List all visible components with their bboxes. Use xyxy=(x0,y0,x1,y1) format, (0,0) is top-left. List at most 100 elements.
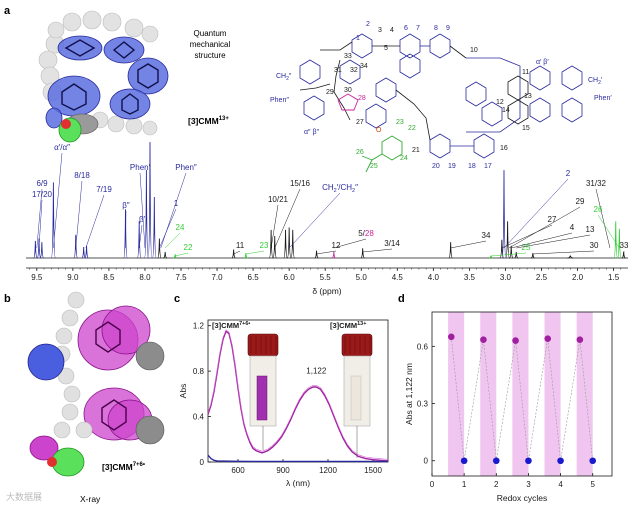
svg-text:5: 5 xyxy=(384,45,388,52)
nmr-leader-line xyxy=(333,238,367,249)
uv-y-tick-label: 0 xyxy=(200,458,205,467)
nmr-peak-label: 30 xyxy=(590,241,599,250)
svg-text:α′ β′: α′ β′ xyxy=(536,59,549,66)
nmr-peak xyxy=(136,221,142,259)
nmr-peak-label: 1 xyxy=(174,199,179,208)
nmr-x-tick-label: 5.0 xyxy=(356,273,368,282)
redox-x-tick-label: 2 xyxy=(494,480,499,489)
uv-x-axis-label: λ (nm) xyxy=(286,478,310,488)
redox-point-oxidized xyxy=(589,457,597,465)
nmr-peak xyxy=(448,242,453,259)
nmr-peak-label: 4 xyxy=(570,223,575,232)
nmr-peak-label: Phen′ xyxy=(130,163,151,172)
nmr-leader-line xyxy=(139,172,146,249)
nmr-peak xyxy=(84,245,89,259)
nmr-peak-label: α′/α″ xyxy=(54,143,70,152)
svg-text:20: 20 xyxy=(432,163,440,170)
nmr-peak-label: 29 xyxy=(576,197,585,206)
nmr-peak xyxy=(360,248,365,259)
nmr-x-tick-label: 9.0 xyxy=(67,273,79,282)
redox-point-reduced xyxy=(512,337,519,344)
uv-x-tick-label: 1500 xyxy=(364,466,382,475)
redox-x-tick-label: 4 xyxy=(558,480,563,489)
nmr-peak xyxy=(81,247,86,259)
panel-label-b: b xyxy=(4,293,11,305)
redox-y-tick-label: 0.6 xyxy=(417,342,429,351)
nmr-leader-line xyxy=(316,250,337,255)
nmr-leader-line xyxy=(53,152,63,249)
panel-label-a: a xyxy=(4,5,11,17)
nmr-leader-line xyxy=(75,180,83,249)
nmr-x-tick-label: 3.5 xyxy=(464,273,476,282)
nmr-peak xyxy=(50,182,56,259)
svg-text:6: 6 xyxy=(404,25,408,32)
svg-text:16: 16 xyxy=(500,145,508,152)
nmr-peak-label: 25 xyxy=(522,243,531,252)
svg-text:α″ β″: α″ β″ xyxy=(304,129,319,136)
svg-text:23: 23 xyxy=(396,119,404,126)
redox-y-axis-label: Abs at 1,122 nm xyxy=(404,363,414,425)
uv-x-tick-label: 600 xyxy=(231,466,245,475)
redox-point-reduced xyxy=(576,336,584,343)
nmr-leader-line xyxy=(288,192,341,249)
xray-structure-model: b [3]CMM7+6• X-ray 大数据展 xyxy=(4,291,165,504)
vial-cap xyxy=(247,333,279,357)
nmr-leader-line xyxy=(362,248,393,253)
nmr-peak-label: β′ xyxy=(139,215,146,224)
nmr-spectrum: 9.5 9.0 8.5 8.0 7.5 7.0 6.5 6.0 5.5 5.0 4.5 4.0 3.5 3… xyxy=(26,142,629,296)
nmr-peak-label: 3/14 xyxy=(384,239,400,248)
redox-point-reduced xyxy=(544,335,552,342)
nmr-leader-line xyxy=(164,232,181,249)
nmr-x-tick-label: 4.5 xyxy=(392,273,404,282)
nmr-leader-line xyxy=(595,188,611,249)
nmr-peak-label: 12 xyxy=(332,241,341,250)
nmr-x-tick-label: 1.5 xyxy=(608,273,620,282)
svg-text:Phen′: Phen′ xyxy=(594,95,612,102)
svg-text:32: 32 xyxy=(350,67,358,74)
svg-text:33: 33 xyxy=(344,53,352,60)
nmr-leader-line xyxy=(508,206,581,249)
nmr-peak xyxy=(499,239,505,259)
redox-point-oxidized xyxy=(557,457,564,465)
redox-band xyxy=(576,312,593,476)
nmr-leader-line xyxy=(233,250,241,255)
nmr-peak-label: 6/9 xyxy=(36,179,48,188)
nmr-peak-label: 8/18 xyxy=(74,171,90,180)
vial-cap xyxy=(341,333,373,357)
panel-label-d: d xyxy=(398,293,405,305)
nmr-peak xyxy=(73,234,78,259)
svg-text:12: 12 xyxy=(496,99,504,106)
svg-text:CH2′: CH2′ xyxy=(588,77,603,86)
nmr-peak-label: Phen″ xyxy=(175,163,197,172)
svg-text:Phen″: Phen″ xyxy=(270,97,289,104)
nmr-peak xyxy=(331,251,336,259)
nmr-x-tick-label: 7.0 xyxy=(211,273,223,282)
uv-series-oxidized xyxy=(207,454,388,463)
svg-text:2: 2 xyxy=(366,21,370,28)
nmr-peak xyxy=(36,238,42,259)
qm-caption-line-1: Quantum xyxy=(194,29,227,38)
nmr-x-tick-label: 2.0 xyxy=(572,273,584,282)
uvvis-spectrum: 600 900 1200 1500 0 0.4 0.8 1.2 λ (nm) Abs 1,122 [3… xyxy=(178,319,389,488)
nmr-peak-label: 33 xyxy=(620,241,629,250)
vial-liquid xyxy=(350,375,362,421)
nmr-x-tick-label: 5.5 xyxy=(320,273,332,282)
svg-text:CH2″: CH2″ xyxy=(276,73,292,82)
nmr-peak xyxy=(173,254,178,259)
redox-y-tick-label: 0 xyxy=(424,457,429,466)
nmr-x-tick-label: 7.5 xyxy=(175,273,187,282)
uv-y-axis-label: Abs xyxy=(178,384,188,399)
nmr-peak xyxy=(163,251,168,259)
svg-text:27: 27 xyxy=(356,119,364,126)
svg-text:17: 17 xyxy=(484,163,492,170)
redox-x-tick-label: 3 xyxy=(526,480,531,489)
svg-text:25: 25 xyxy=(370,163,378,170)
redox-point-oxidized xyxy=(460,457,468,465)
svg-text:O: O xyxy=(376,127,382,134)
redox-point-reduced xyxy=(480,336,487,343)
redox-cycles-chart: 0 1 2 3 4 5 0 0.3 0.6 Redox cycles Abs at 1,122 nm xyxy=(404,311,613,503)
svg-text:26: 26 xyxy=(356,149,364,156)
svg-text:22: 22 xyxy=(408,125,416,132)
nmr-leader-line xyxy=(175,252,189,257)
